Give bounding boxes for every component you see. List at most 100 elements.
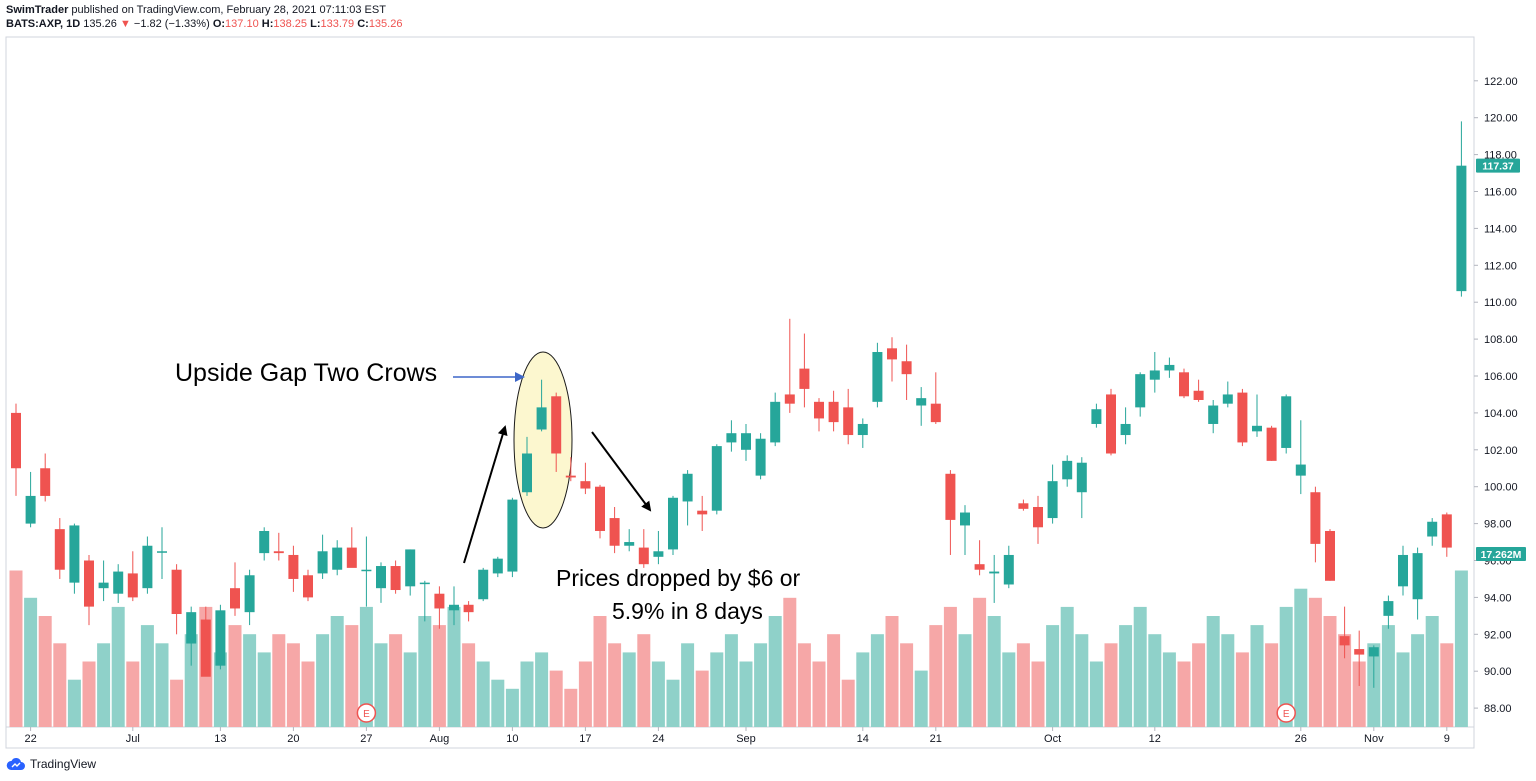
- candle[interactable]: [259, 527, 270, 561]
- candle[interactable]: [974, 540, 985, 576]
- candle[interactable]: [142, 536, 153, 594]
- candle[interactable]: [1222, 381, 1233, 408]
- candle[interactable]: [1339, 606, 1350, 659]
- candle[interactable]: [449, 586, 459, 626]
- candle[interactable]: [989, 554, 1000, 603]
- candle[interactable]: [186, 606, 197, 666]
- candle[interactable]: [595, 484, 605, 539]
- candle[interactable]: [624, 529, 635, 552]
- candle[interactable]: [40, 453, 51, 502]
- candle[interactable]: [1325, 529, 1335, 581]
- candle[interactable]: [1281, 394, 1292, 454]
- candle[interactable]: [697, 495, 708, 531]
- candle[interactable]: [98, 560, 109, 602]
- candle[interactable]: [901, 344, 912, 400]
- candle[interactable]: [1120, 407, 1131, 445]
- candle[interactable]: [945, 470, 956, 555]
- candle[interactable]: [361, 536, 372, 607]
- candle[interactable]: [1412, 547, 1423, 620]
- candle[interactable]: [303, 569, 313, 602]
- candle[interactable]: [200, 606, 211, 677]
- candle[interactable]: [1179, 368, 1189, 399]
- candle[interactable]: [1047, 464, 1058, 524]
- candle[interactable]: [113, 564, 124, 603]
- candle[interactable]: [828, 390, 839, 432]
- candle[interactable]: [1310, 486, 1321, 563]
- candle[interactable]: [799, 333, 810, 408]
- candle[interactable]: [755, 433, 766, 480]
- candle[interactable]: [390, 560, 401, 594]
- candle[interactable]: [171, 564, 182, 635]
- candle[interactable]: [346, 527, 357, 568]
- candle[interactable]: [1295, 420, 1306, 495]
- candle[interactable]: [1033, 495, 1043, 544]
- candle[interactable]: [565, 457, 576, 482]
- candle[interactable]: [273, 532, 284, 561]
- candle[interactable]: [492, 556, 503, 578]
- candle[interactable]: [960, 505, 970, 555]
- candle[interactable]: [814, 398, 824, 432]
- candle[interactable]: [1398, 545, 1408, 596]
- candle[interactable]: [230, 562, 240, 616]
- candle[interactable]: [54, 518, 65, 579]
- candle[interactable]: [668, 495, 678, 555]
- candle[interactable]: [25, 471, 36, 528]
- candle[interactable]: [463, 601, 474, 622]
- candle[interactable]: [536, 379, 547, 432]
- candle[interactable]: [288, 545, 299, 592]
- candle[interactable]: [317, 534, 328, 579]
- candle[interactable]: [1427, 518, 1438, 546]
- candle[interactable]: [1368, 645, 1379, 688]
- candle[interactable]: [1018, 499, 1029, 511]
- candle[interactable]: [1193, 379, 1204, 402]
- candle[interactable]: [1106, 388, 1116, 456]
- candle[interactable]: [69, 523, 80, 594]
- candle[interactable]: [1354, 630, 1365, 686]
- candle[interactable]: [434, 586, 445, 629]
- candle[interactable]: [580, 462, 591, 495]
- candle[interactable]: [215, 604, 226, 670]
- candle[interactable]: [916, 387, 927, 426]
- candle[interactable]: [653, 530, 664, 565]
- candle[interactable]: [1237, 388, 1248, 447]
- candle[interactable]: [872, 342, 883, 408]
- candle[interactable]: [419, 580, 430, 622]
- candle[interactable]: [84, 554, 94, 626]
- candle[interactable]: [857, 418, 868, 448]
- candle[interactable]: [332, 540, 343, 576]
- candle[interactable]: [726, 420, 737, 452]
- earnings-marker[interactable]: E: [1276, 703, 1296, 723]
- candle[interactable]: [770, 392, 781, 447]
- candle[interactable]: [127, 551, 138, 602]
- candle[interactable]: [1135, 372, 1146, 417]
- candle[interactable]: [244, 569, 255, 626]
- candle[interactable]: [1266, 425, 1277, 461]
- candle[interactable]: [1091, 403, 1102, 428]
- candle[interactable]: [522, 436, 532, 496]
- candle[interactable]: [609, 506, 620, 554]
- candle[interactable]: [1252, 394, 1262, 437]
- candle[interactable]: [1208, 399, 1219, 434]
- candle[interactable]: [157, 527, 167, 579]
- candle[interactable]: [1149, 352, 1160, 393]
- candle[interactable]: [551, 392, 562, 472]
- tradingview-logo[interactable]: TradingView: [6, 757, 96, 771]
- earnings-marker[interactable]: E: [356, 703, 377, 723]
- candle[interactable]: [930, 372, 941, 424]
- candle[interactable]: [784, 318, 795, 413]
- candle[interactable]: [1383, 595, 1394, 629]
- candle[interactable]: [638, 529, 649, 568]
- candle[interactable]: [478, 567, 489, 602]
- candle[interactable]: [1062, 455, 1073, 487]
- candle[interactable]: [376, 562, 386, 603]
- candle[interactable]: [1076, 457, 1087, 519]
- candle[interactable]: [405, 549, 416, 596]
- candle[interactable]: [843, 388, 854, 445]
- candle[interactable]: [507, 497, 518, 578]
- candle[interactable]: [887, 337, 897, 382]
- candle[interactable]: [1456, 121, 1467, 297]
- candle[interactable]: [1003, 545, 1014, 589]
- candle[interactable]: [11, 403, 21, 496]
- candle[interactable]: [682, 470, 693, 526]
- candle[interactable]: [711, 444, 722, 515]
